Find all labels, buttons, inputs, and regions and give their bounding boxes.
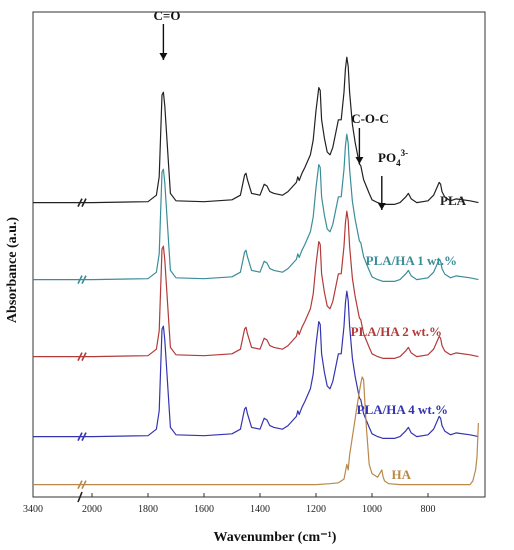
axis-break-mark — [81, 432, 87, 441]
x-tick-label: 3400 — [23, 504, 43, 515]
series-line-5 — [33, 376, 479, 486]
series-label-3: PLA/HA 2 wt.% — [351, 324, 442, 339]
series-layer — [33, 56, 479, 486]
series-line-3 — [33, 210, 479, 359]
axis-break-layer — [77, 198, 87, 503]
axis-break-mark — [81, 198, 87, 207]
series-label-layer: PLA PLA/HA 1 wt.% PLA/HA 2 wt.% PLA/HA 4 wt… — [351, 193, 467, 482]
series-label-5: HA — [392, 467, 412, 482]
x-tick-label: 1600 — [194, 504, 214, 515]
annotation-label: C=O — [154, 8, 181, 23]
series-label-1: PLA — [440, 193, 467, 208]
series-label-2: PLA/HA 1 wt.% — [366, 253, 457, 268]
axis-break-mark — [81, 352, 87, 361]
axis-break-mark — [77, 198, 83, 207]
annotation-label: PO43- — [378, 148, 408, 168]
x-tick-label: 1200 — [306, 504, 326, 515]
y-axis-title: Absorbance (a.u.) — [5, 217, 20, 324]
x-tick-label: 1800 — [138, 504, 158, 515]
series-label-4: PLA/HA 4 wt.% — [357, 402, 448, 417]
axis-break-mark — [77, 275, 83, 284]
x-axis-break-mark — [77, 491, 83, 503]
x-tick-label: 2000 — [82, 504, 102, 515]
axis-break-mark — [81, 275, 87, 284]
annotation-arrowhead — [355, 157, 364, 164]
axis-break-mark — [77, 352, 83, 361]
x-tick-layer: 3400 2000 1800 1600 1400 1200 1000 800 — [23, 493, 436, 515]
x-tick-label: 800 — [421, 504, 436, 515]
annotation-arrowhead — [159, 53, 168, 60]
annotation-label: C-O-C — [351, 111, 389, 126]
annotation-layer: C=O C-O-C PO43- — [154, 8, 408, 210]
x-tick-label: 1000 — [362, 504, 382, 515]
series-line-2 — [33, 133, 479, 282]
annotation-arrowhead — [377, 203, 386, 210]
plot-frame — [32, 11, 486, 498]
axis-break-mark — [77, 480, 83, 489]
axis-break-mark — [81, 480, 87, 489]
series-line-1 — [33, 56, 479, 205]
x-tick-label: 1400 — [250, 504, 270, 515]
axis-break-mark — [77, 432, 83, 441]
x-axis-title: Wavenumber (cm⁻¹) — [214, 530, 337, 545]
series-line-4 — [33, 290, 479, 439]
